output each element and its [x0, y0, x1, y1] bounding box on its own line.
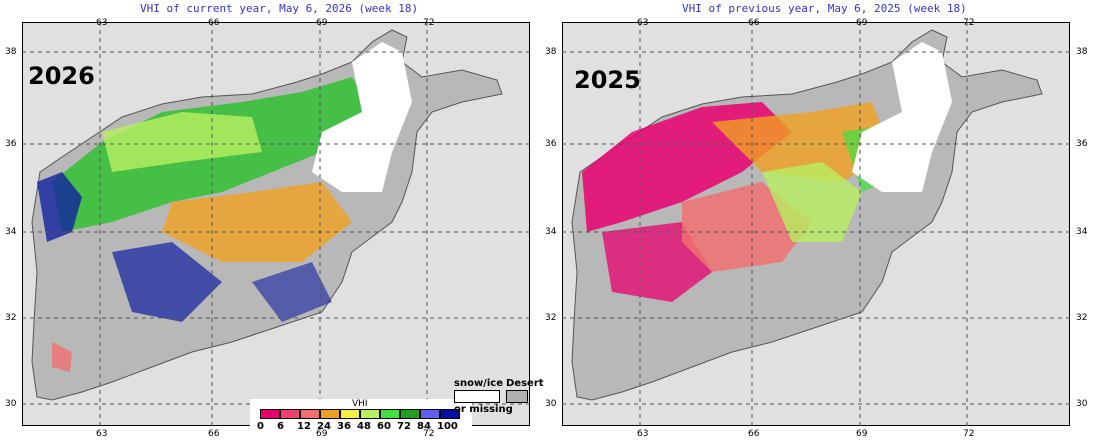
right-lat-30-left: 30	[545, 399, 557, 409]
left-bottom-lon-72: 72	[423, 429, 435, 439]
legend-label: 84	[417, 421, 431, 432]
right-top-lon-69: 69	[856, 18, 868, 28]
right-lat-32-left: 32	[545, 313, 557, 323]
right-lat-38-right: 38	[1076, 47, 1088, 57]
right-lat-36-left: 36	[545, 139, 557, 149]
left-map-svg	[22, 22, 530, 426]
legend-label: 100	[437, 421, 458, 432]
left-bottom-lon-63: 63	[96, 429, 108, 439]
right-map-svg	[562, 22, 1070, 426]
right-top-lon-66: 66	[748, 18, 760, 28]
left-top-lon-63: 63	[96, 18, 108, 28]
legend-swatch	[440, 409, 460, 419]
legend-swatch	[400, 409, 420, 419]
left-lat-30: 30	[5, 399, 17, 409]
missing-label: or missing	[454, 404, 513, 415]
legend-title: VHI	[352, 399, 368, 409]
legend-swatch	[320, 409, 340, 419]
right-top-lon-72: 72	[963, 18, 975, 28]
right-bottom-lon-63: 63	[637, 429, 649, 439]
left-top-lon-69: 69	[316, 18, 328, 28]
right-map-title: VHI of previous year, May 6, 2025 (week …	[682, 2, 967, 15]
desert-label: Desert	[506, 378, 544, 389]
legend-label: 0	[257, 421, 264, 432]
right-lat-36-right: 36	[1076, 139, 1088, 149]
left-bottom-lon-66: 66	[208, 429, 220, 439]
vhi-legend: VHI 0 6 12 24 36 48 60 72 84 100	[250, 399, 472, 435]
legend-label: 6	[277, 421, 284, 432]
legend-swatch	[340, 409, 360, 419]
right-bottom-lon-66: 66	[748, 429, 760, 439]
legend-swatch	[420, 409, 440, 419]
left-map-title: VHI of current year, May 6, 2026 (week 1…	[140, 2, 419, 15]
right-lat-30-right: 30	[1076, 399, 1088, 409]
legend-label: 24	[317, 421, 331, 432]
legend-swatch	[380, 409, 400, 419]
right-year-label: 2025	[574, 66, 641, 94]
legend-label: 60	[377, 421, 391, 432]
snow-swatch	[454, 390, 500, 403]
left-top-lon-66: 66	[208, 18, 220, 28]
right-bottom-lon-72: 72	[963, 429, 975, 439]
left-lat-36: 36	[5, 139, 17, 149]
snow-label: snow/ice	[454, 378, 503, 389]
desert-swatch	[506, 390, 528, 403]
legend-label: 12	[297, 421, 311, 432]
left-lat-38: 38	[5, 47, 17, 57]
legend-swatch	[300, 409, 320, 419]
legend-swatch	[260, 409, 280, 419]
left-top-lon-72: 72	[423, 18, 435, 28]
right-lat-34-left: 34	[545, 227, 557, 237]
right-lat-38-left: 38	[545, 47, 557, 57]
legend-swatch	[360, 409, 380, 419]
left-year-label: 2026	[28, 62, 95, 90]
left-map-panel: 2026 VHI 0 6 12 24 36 48 60 72 84 100 snow/ice De…	[22, 22, 544, 435]
left-bottom-lon-69: 69	[316, 429, 328, 439]
right-top-lon-63: 63	[637, 18, 649, 28]
legend-label: 72	[397, 421, 411, 432]
left-lat-34: 34	[5, 227, 17, 237]
legend-label: 48	[357, 421, 371, 432]
legend-label: 36	[337, 421, 351, 432]
right-lat-32-right: 32	[1076, 313, 1088, 323]
right-bottom-lon-69: 69	[856, 429, 868, 439]
right-map-panel: 2025	[562, 22, 1070, 426]
right-lat-34-right: 34	[1076, 227, 1088, 237]
left-lat-32: 32	[5, 313, 17, 323]
legend-swatch	[280, 409, 300, 419]
